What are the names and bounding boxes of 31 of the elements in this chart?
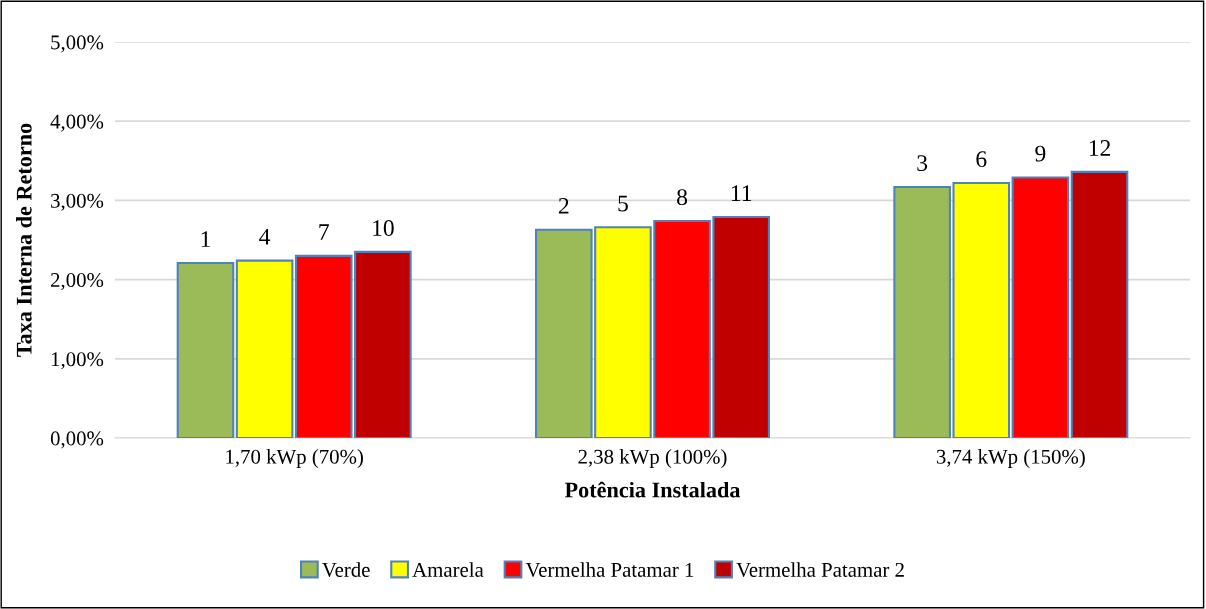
legend-label: Vermelha Patamar 1	[525, 562, 694, 577]
annotation: 3	[917, 155, 928, 172]
annotation: 8	[677, 189, 688, 206]
y-tick-label: 2,00%	[50, 272, 104, 291]
annotation: 12	[1089, 140, 1111, 156]
legend-label: Amarela	[412, 562, 484, 577]
annotation: 2	[558, 197, 569, 214]
y-tick-label: 5,00%	[51, 35, 104, 53]
y-tick-label: 1,00%	[51, 352, 104, 370]
legend-label: Vermelha Patamar 2	[736, 562, 904, 577]
bar	[235, 259, 294, 438]
annotation: 6	[976, 151, 987, 168]
y-tick-label: 0,00%	[50, 431, 104, 449]
annotation: 9	[1035, 145, 1046, 162]
x-tick-label: 1,70 kWp (70%)	[226, 449, 363, 468]
annotation: 10	[373, 220, 394, 236]
y-tick-label: 3,00%	[51, 193, 104, 211]
bar	[176, 261, 235, 438]
annotation: 1	[201, 231, 210, 247]
annotation: 5	[618, 195, 628, 212]
x-tick-label: 2,38 kWp (100%)	[578, 449, 727, 468]
annotation: 4	[259, 228, 271, 245]
annotation: 7	[319, 224, 329, 240]
legend-label: Verde	[322, 562, 370, 577]
y-tick-label: 4,00%	[50, 114, 104, 132]
x-tick-label: 3,74 kWp (150%)	[936, 449, 1085, 468]
bar	[1070, 170, 1129, 438]
y-axis-title: Taxa Interna de Retorno	[16, 123, 32, 357]
x-axis-title: Potência Instalada	[564, 481, 741, 498]
annotation: 11	[731, 185, 752, 201]
bar	[1011, 176, 1070, 438]
